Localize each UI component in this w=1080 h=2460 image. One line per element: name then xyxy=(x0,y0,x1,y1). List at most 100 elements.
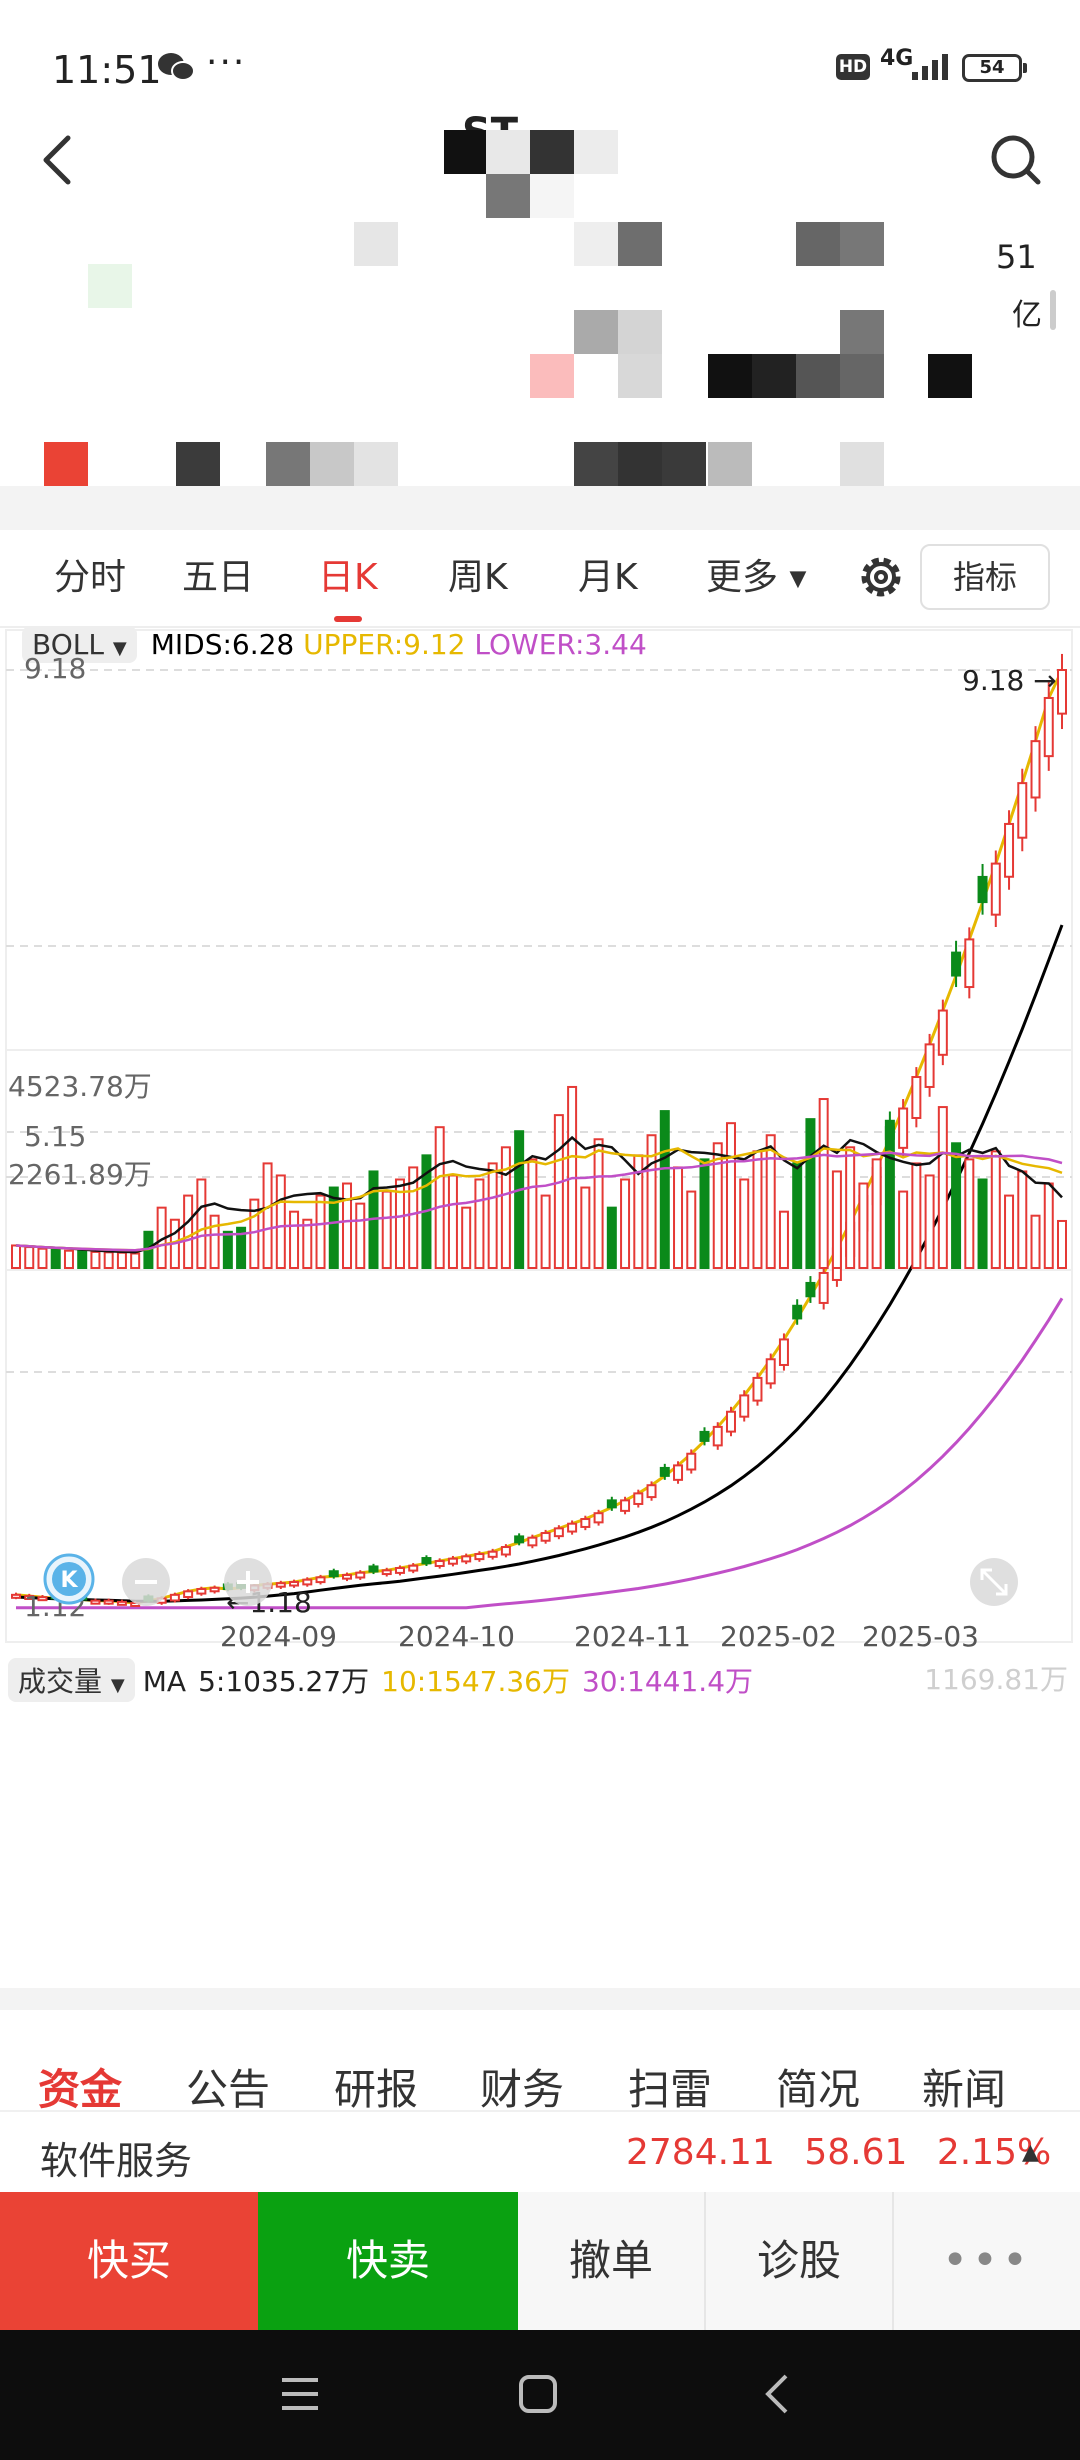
volume-bar xyxy=(646,1134,657,1269)
volume-bar xyxy=(686,1190,697,1270)
indicator-button[interactable]: 指标 xyxy=(920,544,1050,610)
candle-body xyxy=(633,1492,644,1505)
tab-research[interactable]: 研报 xyxy=(334,2065,419,2114)
fullscreen-icon[interactable] xyxy=(968,1556,1020,1608)
volume-bar xyxy=(461,1206,472,1269)
tab-profile[interactable]: 简况 xyxy=(776,2065,861,2114)
sector-row[interactable] xyxy=(0,2110,1080,2192)
zoom-in-icon[interactable] xyxy=(222,1556,274,1608)
candle-body xyxy=(765,1358,776,1385)
volume-bar xyxy=(77,1250,88,1269)
volume-bar xyxy=(765,1134,776,1269)
back-icon[interactable] xyxy=(36,130,80,190)
zoom-out-icon[interactable] xyxy=(120,1556,172,1608)
candle-body xyxy=(567,1522,578,1533)
section-separator xyxy=(0,486,1080,530)
tab-monthly-k[interactable]: 月K xyxy=(578,557,638,598)
indicator-dropdown[interactable]: BOLL ▼ xyxy=(22,626,137,663)
candle-body xyxy=(752,1376,763,1402)
volume-bar xyxy=(355,1202,366,1269)
date-tick-label: 2025-02 xyxy=(720,1620,837,1653)
volume-bar xyxy=(1043,1182,1054,1269)
cancel-order-button[interactable]: 撤单 xyxy=(518,2192,706,2330)
volume-bar xyxy=(606,1206,617,1269)
volume-ma-label: MA xyxy=(142,1665,187,1698)
volume-bar xyxy=(884,1126,895,1270)
candle-body xyxy=(739,1394,750,1418)
candle-body xyxy=(911,1076,922,1119)
candle-body xyxy=(500,1546,511,1556)
tab-risk-scan[interactable]: 扫雷 xyxy=(628,2065,713,2114)
tab-funds[interactable]: 资金 xyxy=(38,2065,123,2114)
volume-bar xyxy=(262,1162,273,1270)
volume-bar xyxy=(1017,1170,1028,1270)
tab-finance[interactable]: 财务 xyxy=(480,2065,565,2114)
volume-bar xyxy=(342,1182,353,1269)
diagnose-stock-button[interactable]: 诊股 xyxy=(706,2192,894,2330)
candle-body xyxy=(937,1009,948,1056)
candle-body xyxy=(209,1586,220,1593)
candle-body xyxy=(183,1590,194,1599)
quick-sell-button[interactable]: 快卖 xyxy=(258,2192,518,2330)
volume-ma5-line xyxy=(15,1135,1063,1254)
tab-daily-k[interactable]: 日K xyxy=(318,557,378,598)
expand-arrow-icon[interactable]: ▲ xyxy=(1022,2140,1039,2165)
caret-down-icon: ▼ xyxy=(112,638,127,659)
tab-intraday[interactable]: 分时 xyxy=(54,557,127,598)
price-tick-label: 9.18 xyxy=(24,652,86,685)
gear-icon[interactable] xyxy=(854,550,908,604)
candle-body xyxy=(315,1576,326,1584)
stock-info-fragment-2: 亿 xyxy=(1012,298,1042,333)
candle-body xyxy=(24,1595,35,1601)
volume-bar xyxy=(593,1138,604,1270)
sector-index: 2784.11 xyxy=(626,2132,775,2173)
search-icon[interactable] xyxy=(988,132,1044,188)
volume-bar xyxy=(289,1210,300,1269)
volume-bar xyxy=(739,1178,750,1269)
indicator-name: BOLL xyxy=(32,628,104,661)
volume-bar xyxy=(63,1249,74,1270)
tab-news[interactable]: 新闻 xyxy=(922,2065,1007,2114)
date-tick-label: 2024-09 xyxy=(220,1620,337,1653)
signal-icon xyxy=(912,54,948,80)
candle-body xyxy=(778,1338,789,1366)
candle-body xyxy=(421,1557,432,1565)
volume-bar xyxy=(990,1150,1001,1269)
tab-five-day[interactable]: 五日 xyxy=(182,557,255,598)
volume-bar xyxy=(871,1158,882,1269)
candle-body xyxy=(990,862,1001,916)
candle-body xyxy=(951,951,962,977)
candle-body xyxy=(924,1043,935,1088)
candle-body xyxy=(593,1512,604,1524)
tab-weekly-k[interactable]: 周K xyxy=(448,557,508,598)
price-tick-label: 5.15 xyxy=(24,1120,86,1153)
quick-buy-button[interactable]: 快买 xyxy=(0,2192,258,2330)
volume-bar xyxy=(937,1106,948,1269)
k-logo-icon[interactable]: K xyxy=(42,1552,96,1606)
volume-bar xyxy=(474,1178,485,1269)
candle-body xyxy=(90,1599,101,1605)
home-icon[interactable] xyxy=(516,2372,560,2416)
volume-indicator-dropdown[interactable]: 成交量 ▼ xyxy=(8,1658,135,1702)
kline-period-tabs xyxy=(0,530,1080,628)
nav-back-icon[interactable] xyxy=(758,2372,798,2416)
caret-down-icon: ▼ xyxy=(789,566,807,592)
volume-bar xyxy=(275,1174,286,1269)
max-price-label: 9.18 → xyxy=(962,664,1057,697)
candle-body xyxy=(1004,822,1015,878)
candle-body xyxy=(673,1464,684,1481)
battery-icon: 54 xyxy=(962,54,1027,82)
volume-bar xyxy=(37,1247,48,1270)
tab-announcements[interactable]: 公告 xyxy=(186,2065,271,2114)
tab-more[interactable]: 更多 ▼ xyxy=(706,548,806,600)
more-actions-button[interactable]: ••• xyxy=(894,2192,1080,2330)
volume-indicator-name: 成交量 xyxy=(18,1665,103,1698)
candle-body xyxy=(434,1560,445,1568)
candle-body xyxy=(514,1535,525,1544)
candle-body xyxy=(898,1107,909,1149)
volume-bar xyxy=(90,1250,101,1270)
menu-icon[interactable] xyxy=(278,2374,322,2414)
candle-body xyxy=(712,1425,723,1447)
volume-bar xyxy=(580,1186,591,1269)
